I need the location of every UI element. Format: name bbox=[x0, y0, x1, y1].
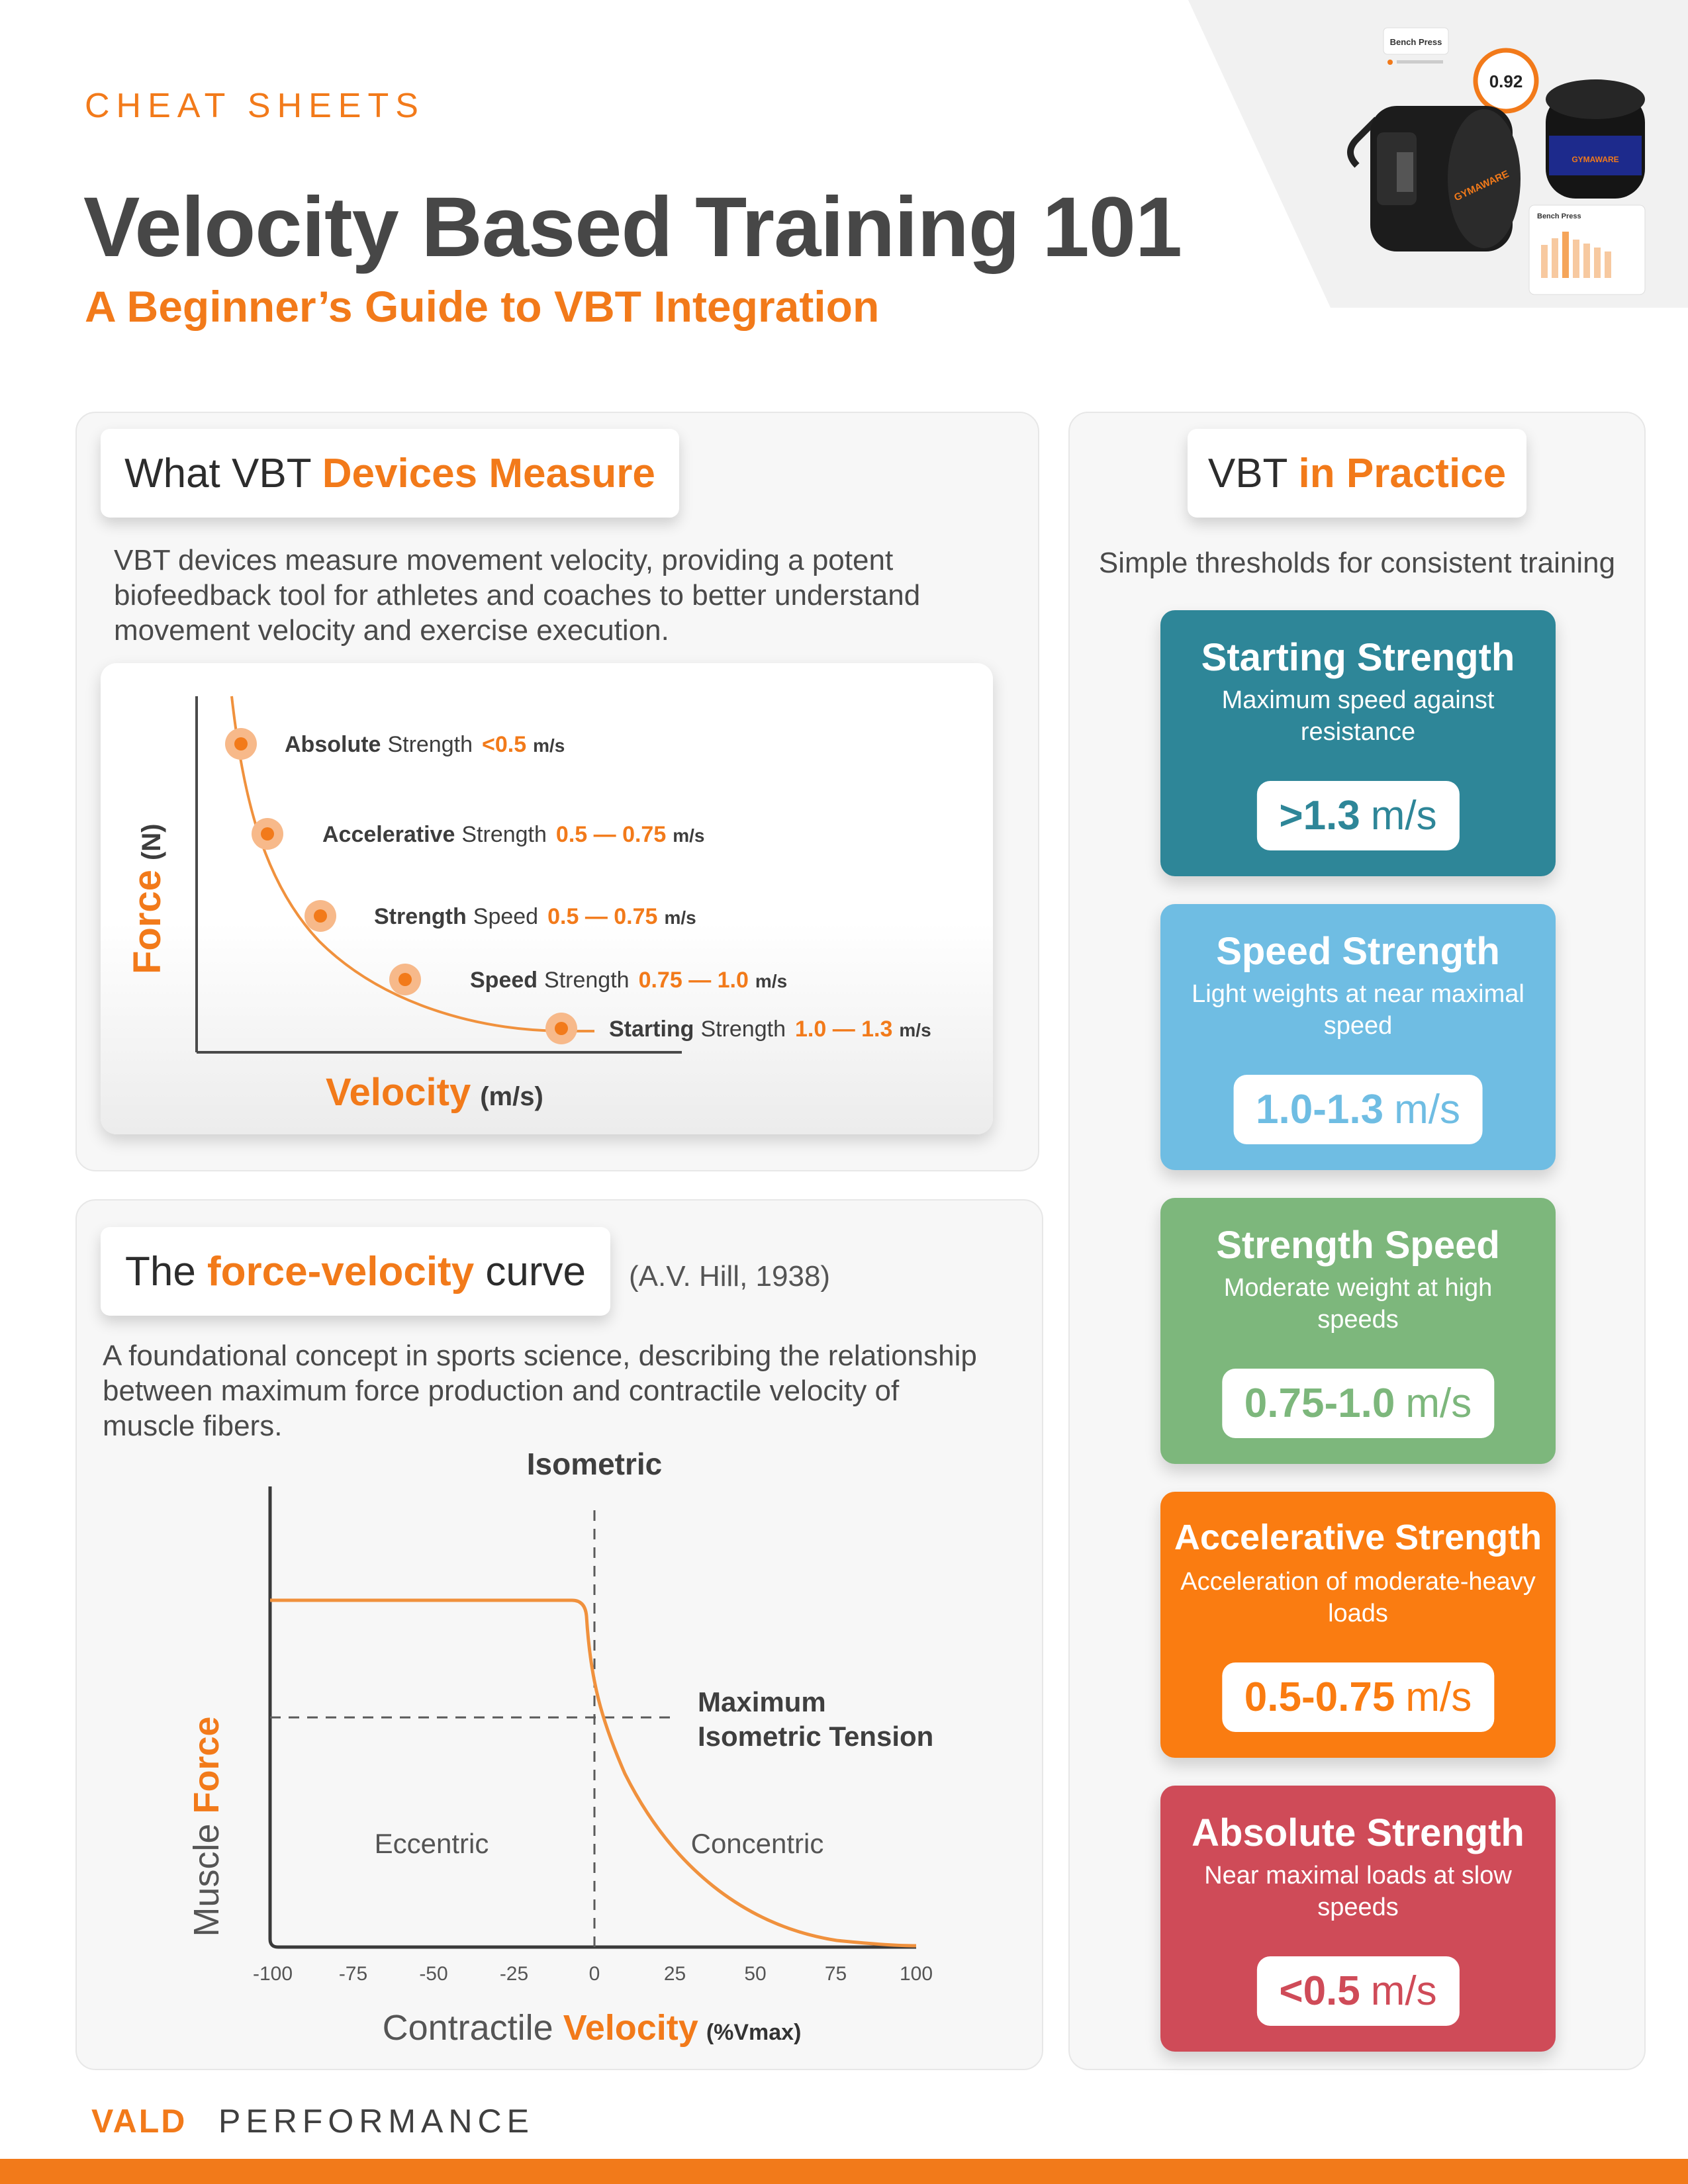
app-card-left: Bench Press bbox=[1383, 27, 1449, 65]
fv-description: A foundational concept in sports science… bbox=[103, 1340, 977, 1442]
devices-point-label: Accelerative Strength 0.5 — 0.75 m/s bbox=[322, 822, 705, 847]
gauge-value: 0.92 bbox=[1489, 71, 1523, 91]
practice-card-title: Absolute Strength bbox=[1192, 1811, 1524, 1854]
practice-card-unit: m/s bbox=[1405, 1381, 1472, 1426]
practice-title-pill: VBT in Practice bbox=[1188, 429, 1526, 518]
devices-chart-x-label: Velocity (m/s) bbox=[326, 1071, 543, 1114]
devices-point-label: Absolute Strength <0.5 m/s bbox=[285, 732, 565, 757]
footer-accent-bar bbox=[0, 2159, 1688, 2184]
fv-x-tick-label: 25 bbox=[664, 1963, 686, 1985]
page-title: Velocity Based Training 101 bbox=[83, 180, 1182, 275]
fv-curve bbox=[270, 1598, 917, 1948]
practice-title-plain: VBT bbox=[1207, 450, 1299, 496]
page-subtitle: A Beginner’s Guide to VBT Integration bbox=[85, 282, 880, 331]
practice-card-value: >1.3 bbox=[1279, 793, 1360, 839]
practice-card: Accelerative Strength Acceleration of mod… bbox=[1160, 1492, 1556, 1758]
practice-title: VBT in Practice bbox=[1208, 450, 1506, 497]
fv-x-tick-label: -50 bbox=[419, 1963, 447, 1985]
fv-title-highlight: force-velocity bbox=[207, 1248, 475, 1295]
practice-card-velocity-chip: >1.3 m/s bbox=[1256, 781, 1460, 850]
practice-card-title: Strength Speed bbox=[1216, 1224, 1500, 1267]
practice-card-velocity-chip: 0.75-1.0 m/s bbox=[1221, 1369, 1495, 1438]
fv-chart-axes bbox=[268, 1486, 916, 1949]
devices-point-marker bbox=[234, 737, 248, 751]
fv-x-tick-label: 75 bbox=[825, 1963, 847, 1985]
fv-title: The force-velocity curve bbox=[125, 1248, 586, 1295]
devices-point-label: Speed Strength 0.75 — 1.0 m/s bbox=[470, 968, 787, 993]
practice-card-velocity-chip: <0.5 m/s bbox=[1256, 1956, 1460, 2026]
fv-tension-label: Maximum Isometric Tension bbox=[698, 1686, 933, 1752]
fv-citation: (A.V. Hill, 1938) bbox=[629, 1260, 831, 1293]
velocity-gauge: 0.92 bbox=[1473, 48, 1539, 114]
practice-card-velocity-chip: 0.5-0.75 m/s bbox=[1221, 1662, 1495, 1732]
practice-card: Starting Strength Maximum speed against r… bbox=[1160, 610, 1556, 876]
devices-title: What VBT Devices Measure bbox=[124, 450, 655, 497]
force-velocity-panel bbox=[75, 1199, 1043, 2070]
devices-point-marker bbox=[314, 909, 327, 923]
fv-title-plain-a: The bbox=[124, 1248, 208, 1295]
devices-title-plain: What VBT bbox=[124, 450, 322, 496]
eyebrow-label: CHEAT SHEETS bbox=[85, 87, 425, 125]
fv-x-tick-label: -25 bbox=[500, 1963, 528, 1985]
practice-title-highlight: in Practice bbox=[1298, 450, 1507, 496]
device-brand-label-2: GYMAWARE bbox=[1571, 155, 1618, 164]
fv-eccentric-label: Eccentric bbox=[375, 1828, 489, 1859]
practice-card-description: Moderate weight at high speeds bbox=[1223, 1274, 1493, 1334]
devices-point-label: Strength Speed 0.5 — 0.75 m/s bbox=[374, 904, 696, 929]
vald-performance-label: PERFORMANCE bbox=[218, 2103, 534, 2140]
practice-card-description: Light weights at near maximal speed bbox=[1192, 980, 1524, 1040]
practice-card-unit: m/s bbox=[1370, 1968, 1437, 2014]
practice-card-unit: m/s bbox=[1394, 1087, 1460, 1132]
devices-title-pill: What VBT Devices Measure bbox=[101, 429, 679, 518]
practice-card: Speed Strength Light weights at near maxi… bbox=[1160, 904, 1556, 1170]
devices-chart-y-label: Force(N) bbox=[126, 824, 169, 974]
fv-x-tick-label: 50 bbox=[744, 1963, 766, 1985]
fv-concentric-label: Concentric bbox=[691, 1828, 824, 1859]
practice-card: Strength Speed Moderate weight at high sp… bbox=[1160, 1198, 1556, 1464]
practice-card-description: Maximum speed against resistance bbox=[1221, 686, 1495, 746]
practice-intro: Simple thresholds for consistent trainin… bbox=[1098, 547, 1616, 579]
gymaware-device-blue: GYMAWARE bbox=[1546, 79, 1645, 199]
fv-title-pill: The force-velocity curve bbox=[101, 1227, 610, 1316]
practice-card-value: 1.0-1.3 bbox=[1256, 1087, 1384, 1132]
fv-isometric-label: Isometric bbox=[527, 1447, 663, 1481]
app-card-right: Bench Press bbox=[1528, 205, 1646, 295]
fv-x-tick-label: 100 bbox=[900, 1963, 933, 1985]
devices-point-marker bbox=[555, 1022, 568, 1035]
practice-card-value: 0.5-0.75 bbox=[1244, 1674, 1395, 1720]
practice-card-title: Speed Strength bbox=[1216, 930, 1500, 973]
practice-card-unit: m/s bbox=[1405, 1674, 1472, 1720]
muscle-force-velocity-chart: Isometric Maximum Isometric Tension Ecce… bbox=[187, 1447, 933, 2048]
devices-point-marker bbox=[261, 827, 274, 841]
practice-card-title: Starting Strength bbox=[1201, 636, 1515, 679]
practice-card-velocity-chip: 1.0-1.3 m/s bbox=[1233, 1075, 1483, 1144]
practice-card-unit: m/s bbox=[1370, 793, 1437, 839]
practice-card-description: Acceleration of moderate-heavy loads bbox=[1180, 1568, 1536, 1627]
app-card-left-label: Bench Press bbox=[1390, 37, 1442, 47]
fv-x-tick-label: -100 bbox=[253, 1963, 293, 1985]
app-card-right-label: Bench Press bbox=[1537, 212, 1581, 220]
vald-logo: VALD bbox=[91, 2103, 187, 2140]
fv-x-tick-label: 0 bbox=[589, 1963, 600, 1985]
practice-card-value: <0.5 bbox=[1279, 1968, 1360, 2014]
fv-x-axis-label: Contractile Velocity (%Vmax) bbox=[383, 2008, 802, 2048]
devices-point-label: Starting Strength 1.0 — 1.3 m/s bbox=[609, 1017, 931, 1042]
devices-title-highlight: Devices Measure bbox=[322, 450, 655, 496]
devices-force-velocity-chart: Force(N) Velocity (m/s) Absolute Strength <… bbox=[126, 696, 931, 1114]
practice-card-title: Accelerative Strength bbox=[1174, 1518, 1542, 1557]
gymaware-device-black: GYMAWARE bbox=[1347, 106, 1521, 251]
fv-y-axis-label: Muscle Force bbox=[187, 1716, 226, 1936]
practice-card-description: Near maximal loads at slow speeds bbox=[1204, 1862, 1512, 1921]
practice-card: Absolute Strength Near maximal loads at s… bbox=[1160, 1786, 1556, 2052]
fv-title-plain-b: curve bbox=[474, 1248, 586, 1295]
devices-description: VBT devices measure movement velocity, p… bbox=[114, 544, 921, 647]
devices-point-marker bbox=[399, 973, 412, 986]
devices-chart-curve bbox=[230, 696, 594, 1032]
fv-x-tick-label: -75 bbox=[339, 1963, 367, 1985]
practice-card-value: 0.75-1.0 bbox=[1244, 1381, 1395, 1426]
gymaware-product-image: Bench Press 0.92 GYMAWARE GYMAWARE Bench… bbox=[1347, 27, 1646, 295]
